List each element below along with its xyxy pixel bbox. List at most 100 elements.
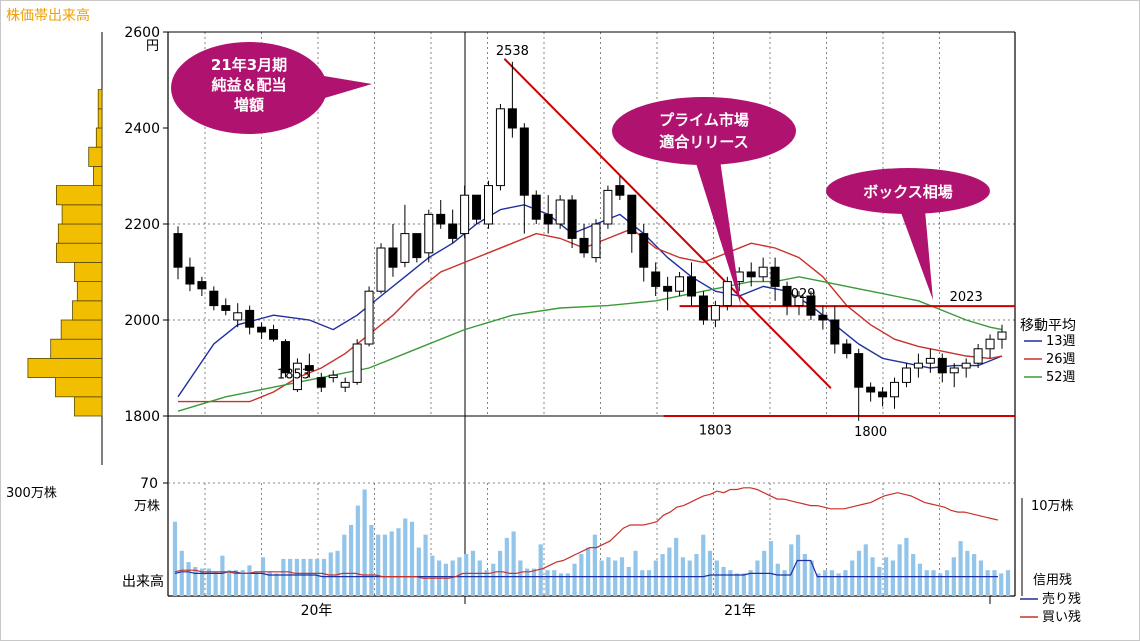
y-tick-label: 1800	[124, 409, 160, 425]
margin-legend-label: 売り残	[1042, 591, 1081, 607]
candle-body	[472, 194, 482, 220]
volume-bar	[978, 560, 984, 596]
margin-scale-label: 10万株	[1031, 499, 1074, 514]
profile-bar	[72, 300, 103, 321]
candle-body	[340, 381, 350, 388]
profile-bar	[56, 185, 103, 206]
volume-bar	[674, 537, 679, 596]
candle-body	[698, 295, 708, 321]
candle-body	[364, 290, 374, 345]
ma-legend-label: 13週	[1046, 334, 1076, 349]
volume-unit-label: 万株	[134, 499, 160, 514]
candle-body	[280, 341, 290, 374]
volume-bar	[193, 566, 198, 596]
margin-interest-line	[174, 559, 998, 578]
volume-bar	[315, 558, 320, 596]
volume-bar	[281, 558, 286, 596]
volume-bar	[911, 554, 916, 596]
candle-body	[257, 326, 267, 333]
candle-body	[687, 276, 697, 297]
volume-bar	[741, 573, 746, 596]
candle-body	[269, 329, 279, 340]
volume-bar	[992, 570, 997, 596]
volume-bar	[335, 550, 340, 596]
page-title: 株価帯出来高	[6, 7, 90, 24]
candle-body	[866, 386, 876, 393]
period-label: 20年	[301, 603, 333, 619]
margin-legend-label: 買い残	[1042, 610, 1081, 625]
candle-body	[627, 194, 637, 235]
volume-bar	[592, 534, 597, 596]
volume-bar	[328, 552, 333, 596]
candle-body	[555, 199, 565, 225]
volume-bar	[531, 568, 537, 596]
candle-body	[937, 357, 947, 374]
volume-bar	[877, 566, 882, 596]
volume-bar	[755, 560, 760, 596]
callout-bubble	[612, 97, 796, 165]
callout-text-line: プライム市場	[659, 111, 749, 129]
volume-bar	[863, 544, 868, 596]
candle-body	[818, 314, 828, 321]
volume-bar	[511, 531, 516, 596]
candle-body	[460, 194, 470, 235]
volume-bar	[694, 554, 699, 596]
volume-bar	[843, 570, 848, 596]
candle-body	[412, 233, 422, 259]
volume-bar	[186, 562, 191, 596]
candle-body	[221, 305, 231, 311]
candle-body	[531, 194, 541, 220]
candle-body	[209, 290, 219, 307]
profile-bar	[95, 127, 103, 148]
callout-text: プライム市場適合リリース	[659, 111, 749, 151]
volume-bar	[260, 557, 266, 596]
margin-interest-line	[174, 487, 999, 579]
profile-bar	[55, 377, 103, 398]
candle-body	[292, 362, 302, 391]
volume-bar	[938, 573, 943, 596]
volume-bar	[294, 558, 300, 596]
profile-bar	[56, 242, 103, 263]
volume-profile	[27, 32, 103, 465]
price-annotation: 2029	[782, 287, 815, 302]
volume-bar	[646, 570, 652, 596]
candle-body	[245, 309, 255, 328]
volume-bar	[355, 505, 360, 596]
callout-pointer	[318, 75, 372, 100]
candle-body	[758, 266, 768, 278]
callout-bubble	[826, 168, 990, 214]
candle-body	[973, 348, 983, 364]
volume-bar	[721, 566, 726, 596]
volume-bar	[707, 550, 713, 596]
volume-bar	[667, 547, 672, 596]
volume-bar	[518, 560, 523, 596]
volume-bar	[579, 554, 584, 596]
volume-bar	[572, 563, 577, 596]
volume-bar	[640, 570, 645, 596]
candle-body	[806, 295, 816, 316]
volume-bar	[823, 570, 828, 596]
price-annotation: 2023	[950, 290, 983, 305]
y-tick-label: 2400	[124, 121, 160, 137]
volume-bar	[267, 571, 272, 596]
volume-bar	[538, 544, 543, 596]
profile-bar	[97, 108, 103, 129]
candle-body	[615, 185, 625, 196]
candlesticks	[173, 61, 1007, 421]
candle-body	[543, 213, 553, 225]
candle-body	[304, 365, 314, 371]
profile-bar	[97, 89, 103, 110]
candle-body	[388, 247, 398, 268]
volume-bar	[931, 570, 936, 596]
volume-bar	[552, 570, 557, 596]
candle-body	[651, 271, 661, 287]
volume-bar	[897, 544, 902, 596]
volume-bar	[613, 560, 618, 596]
candle-body	[949, 367, 959, 374]
ma-legend-label: 52週	[1046, 370, 1076, 385]
callout-text: ボックス相場	[863, 183, 953, 201]
volume-bar	[247, 565, 252, 596]
volume-bar	[633, 550, 638, 596]
candle-body	[675, 276, 685, 292]
volume-bar	[775, 563, 780, 596]
